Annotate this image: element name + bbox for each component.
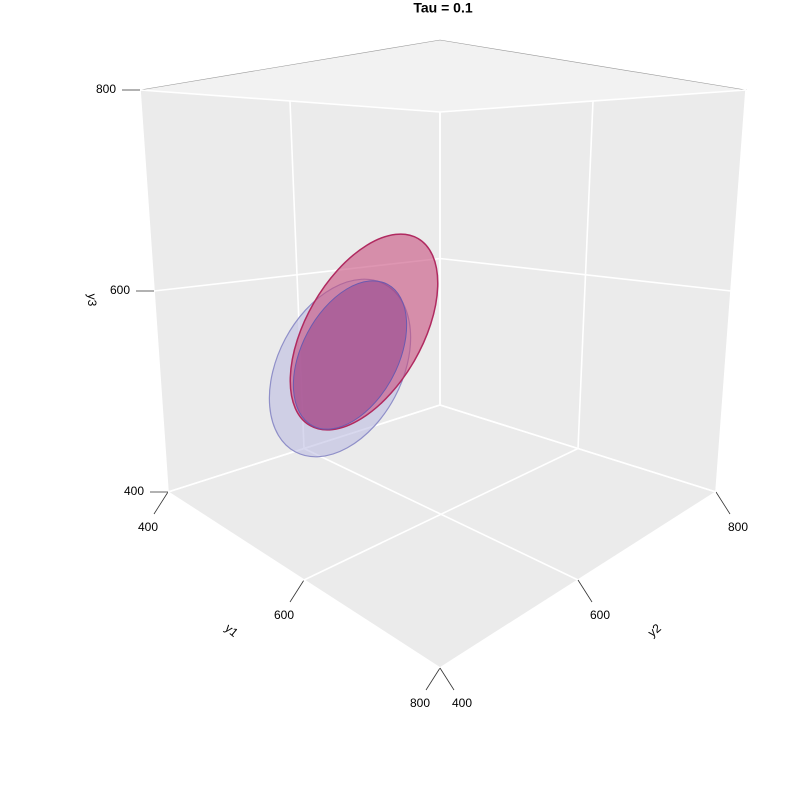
- grid-line: [439, 89, 747, 113]
- tick-mark: [153, 491, 169, 515]
- plot-box: [122, 39, 747, 691]
- grid-line: [167, 491, 441, 669]
- z-axis-label: y3: [85, 294, 99, 307]
- y-tick-label: 600: [590, 608, 610, 622]
- tick-mark: [439, 667, 455, 691]
- grid-line: [139, 89, 441, 113]
- y-tick-label: 400: [452, 696, 472, 710]
- tick-mark: [425, 667, 441, 691]
- x-tick-label: 600: [274, 608, 294, 622]
- x-axis-label: y1: [222, 621, 241, 640]
- surface-red: [289, 233, 439, 431]
- surfaces: [268, 233, 439, 458]
- z-tick-label: 800: [96, 82, 116, 96]
- z-tick-label: 600: [110, 283, 130, 297]
- y-tick-label: 800: [728, 520, 748, 534]
- grid-line: [439, 257, 732, 292]
- tick-mark: [715, 491, 731, 515]
- chart-title: Tau = 0.1: [413, 0, 472, 16]
- tick-mark: [289, 579, 305, 603]
- y-axis-label: y2: [645, 621, 664, 640]
- surface-overlap: [292, 280, 408, 430]
- grid-line: [303, 447, 579, 581]
- x-tick-label: 800: [410, 696, 430, 710]
- x-tick-label: 400: [138, 520, 158, 534]
- z-tick-label: 400: [124, 484, 144, 498]
- grid-line: [439, 404, 717, 493]
- tick-mark: [577, 579, 593, 603]
